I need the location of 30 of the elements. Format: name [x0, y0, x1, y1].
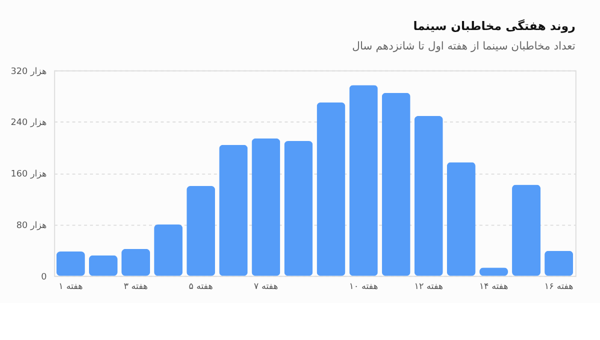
x-tick-label: هفته ۱۴ — [479, 282, 509, 292]
x-tick-label: هفته ۱ — [58, 282, 84, 292]
bar — [122, 248, 150, 276]
bar — [219, 144, 248, 276]
bar — [284, 141, 313, 276]
bar — [382, 92, 410, 276]
bar — [512, 184, 541, 276]
x-tick-label: هفته ۵ — [188, 282, 214, 292]
x-tick-label: هفته ۳ — [124, 282, 148, 292]
y-tick-label: 80 هزار — [16, 220, 48, 231]
bar — [414, 116, 443, 276]
chart-title: روند هفتگی مخاطبان سینما — [413, 19, 576, 34]
bar — [446, 162, 476, 276]
bar — [316, 102, 346, 276]
y-tick-label: 240 هزار — [10, 118, 48, 128]
bar — [252, 138, 280, 276]
chart-subtitle: تعداد مخاطبان سینما از هفته اول تا شانزدهم سال — [352, 40, 576, 53]
x-tick-label: هفته ۱۰ — [349, 282, 378, 292]
y-tick-label: 0 — [41, 272, 48, 282]
bar — [88, 255, 118, 276]
bar — [349, 85, 378, 276]
x-tick-label: هفته ۱۲ — [414, 282, 444, 292]
bar — [56, 252, 85, 276]
bar — [186, 186, 216, 276]
y-tick-label: 320 هزار — [10, 66, 48, 77]
x-tick-label: هفته ۱۶ — [544, 282, 574, 292]
y-tick-label: 160 هزار — [10, 170, 48, 180]
bar — [154, 224, 183, 276]
bar — [544, 250, 574, 276]
x-tick-label: هفته ۷ — [254, 282, 278, 292]
